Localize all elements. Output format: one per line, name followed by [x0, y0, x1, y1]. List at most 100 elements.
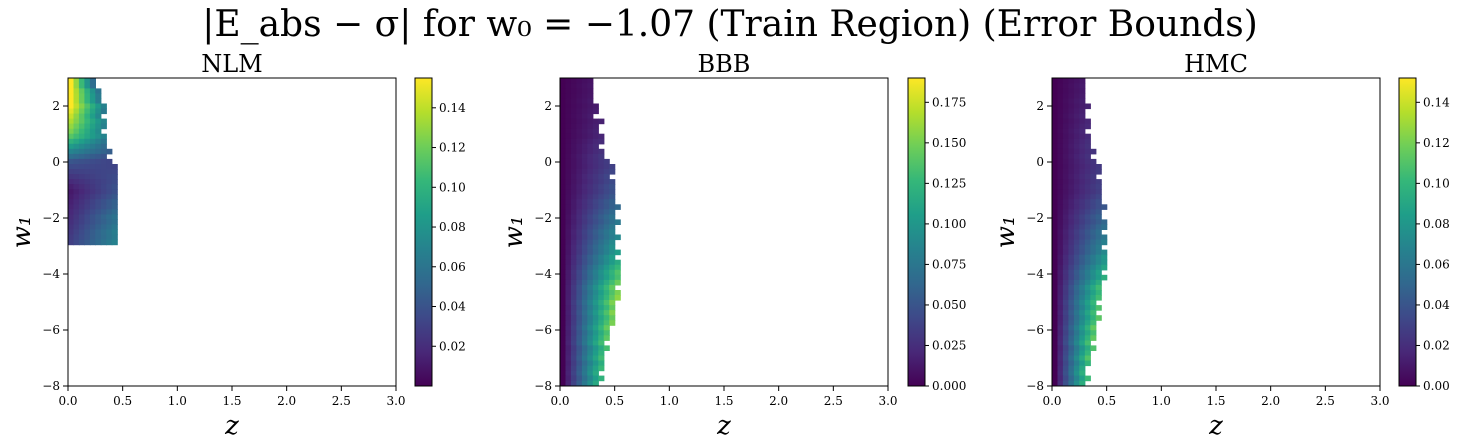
heatmap-cell [603, 259, 610, 266]
heatmap-cell [89, 189, 96, 195]
heatmap-cell [614, 234, 621, 241]
heatmap-cell [560, 169, 567, 175]
heatmap-cell [1073, 128, 1080, 135]
heatmap-cell [581, 330, 588, 336]
heatmap-cell [1073, 148, 1080, 155]
heatmap-cell [1052, 108, 1059, 115]
heatmap-cell [609, 229, 616, 236]
heatmap-cell [106, 239, 113, 246]
heatmap-cell [1073, 244, 1080, 251]
heatmap-cell [1062, 244, 1069, 251]
heatmap-cell [598, 365, 605, 372]
heatmap-cell [1079, 229, 1086, 236]
heatmap-cell [1079, 269, 1086, 276]
heatmap-cell [84, 199, 91, 205]
heatmap-cell [598, 209, 605, 215]
heatmap-cell [570, 330, 577, 336]
heatmap-cell [95, 169, 102, 175]
heatmap-cell [565, 194, 572, 200]
heatmap-cell [560, 78, 567, 84]
heatmap-cell [1073, 199, 1080, 205]
heatmap-cell [78, 204, 85, 210]
heatmap-cell [587, 108, 594, 115]
heatmap-cell [73, 98, 80, 104]
heatmap-cell [565, 360, 572, 367]
heatmap-cell [1062, 345, 1069, 351]
heatmap-cell [587, 199, 594, 205]
heatmap-cell [1079, 320, 1086, 326]
heatmap-cell [581, 269, 588, 276]
heatmap-cell [1073, 219, 1080, 225]
heatmap-cell [598, 153, 605, 160]
heatmap-cell [1068, 98, 1075, 104]
heatmap-cell [1095, 284, 1102, 291]
heatmap-cell [1057, 113, 1064, 120]
heatmap-cell [560, 98, 567, 104]
heatmap-cell [581, 224, 588, 230]
heatmap-cell [581, 199, 588, 205]
heatmap-cell [570, 184, 577, 190]
heatmap-cell [1052, 350, 1059, 356]
heatmap-cell [100, 123, 107, 130]
heatmap-cell [565, 179, 572, 185]
heatmap-cell [560, 209, 567, 215]
x-tick-label: 2.5 [1316, 394, 1335, 408]
heatmap-cell [560, 219, 567, 225]
heatmap-cell [576, 153, 583, 160]
heatmap-cell [598, 284, 605, 291]
heatmap-cell [560, 340, 567, 346]
heatmap-cell [1084, 123, 1091, 130]
heatmap-cell [565, 249, 572, 256]
heatmap-cell [106, 158, 113, 165]
heatmap-cell [1057, 189, 1064, 195]
heatmap-cell [89, 174, 96, 180]
heatmap-cell [570, 88, 577, 94]
heatmap-cell [598, 189, 605, 195]
heatmap-cell [1090, 279, 1097, 286]
heatmap-cell [1052, 179, 1059, 185]
heatmap-cell [1084, 164, 1091, 170]
heatmap-cell [598, 164, 605, 170]
heatmap-cell [1052, 98, 1059, 104]
heatmap-cell [570, 315, 577, 321]
heatmap-cell [1068, 133, 1075, 140]
heatmap-cell [560, 103, 567, 110]
heatmap-cell [1062, 355, 1069, 362]
heatmap-cell [1084, 254, 1091, 261]
heatmap-cell [1095, 209, 1102, 215]
heatmap-cell [1057, 214, 1064, 220]
heatmap-cell [89, 184, 96, 190]
heatmap-cell [603, 234, 610, 241]
heatmap-cell [1057, 249, 1064, 256]
heatmap-cell [1079, 274, 1086, 281]
heatmap-cell [1073, 300, 1080, 306]
heatmap-cell [1068, 158, 1075, 165]
heatmap-cell [609, 254, 616, 261]
heatmap-cell [73, 199, 80, 205]
heatmap-cell [570, 83, 577, 89]
heatmap-cell [1084, 264, 1091, 271]
heatmap-cell [609, 209, 616, 215]
y-tick-label: −8 [42, 379, 60, 393]
heatmap-cell [1062, 279, 1069, 286]
heatmap-cell [581, 108, 588, 115]
heatmap-cell [78, 209, 85, 215]
x-tick-label: 3.0 [1370, 394, 1389, 408]
heatmap-cell [84, 174, 91, 180]
heatmap-cell [570, 380, 577, 387]
heatmap-cell [592, 153, 599, 160]
heatmap-cell [1079, 128, 1086, 135]
heatmap-cell [570, 274, 577, 281]
heatmap-cell [95, 103, 102, 110]
heatmap-cell [609, 179, 616, 185]
heatmap-cell [576, 174, 583, 180]
heatmap-cell [73, 219, 80, 225]
heatmap-cell [89, 108, 96, 115]
heatmap-cell [560, 148, 567, 155]
heatmap-cell [89, 83, 96, 89]
heatmap-cell [581, 325, 588, 331]
x-tick-label: 1.5 [714, 394, 733, 408]
heatmap-cell [1062, 153, 1069, 160]
heatmap-cell [1062, 169, 1069, 175]
heatmap-cell [587, 249, 594, 256]
